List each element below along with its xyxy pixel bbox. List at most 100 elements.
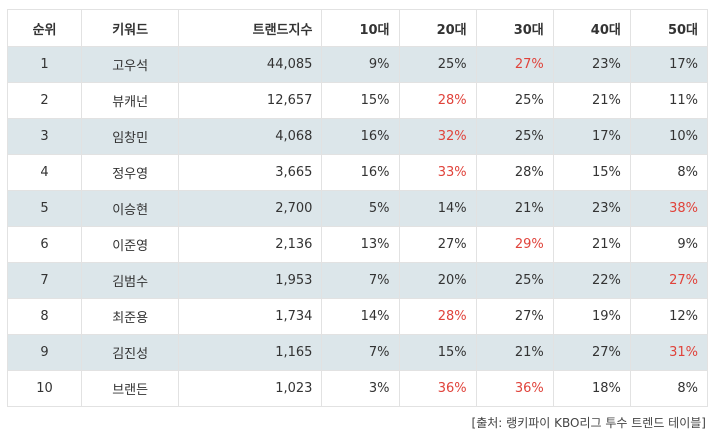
cell-rank: 10: [6, 370, 83, 407]
cell-age-10s: 3%: [321, 370, 400, 407]
cell-rank: 7: [6, 262, 83, 299]
cell-age-40s: 18%: [552, 370, 631, 407]
cell-keyword: 최준용: [81, 298, 180, 335]
cell-trend-index: 4,068: [178, 118, 323, 155]
cell-age-10s: 13%: [321, 226, 400, 263]
cell-keyword: 이준영: [81, 226, 180, 263]
cell-keyword: 뷰캐넌: [81, 82, 180, 119]
cell-age-50s: 12%: [629, 298, 709, 335]
cell-age-20s: 27%: [398, 226, 477, 263]
cell-age-40s: 23%: [552, 190, 631, 227]
cell-trend-index: 44,085: [178, 46, 323, 83]
header-age-30s: 30대: [475, 9, 554, 47]
cell-trend-index: 3,665: [178, 154, 323, 191]
cell-age-10s: 9%: [321, 46, 400, 83]
cell-rank: 8: [6, 298, 83, 335]
cell-age-30s: 25%: [475, 262, 554, 299]
cell-age-50s: 17%: [629, 46, 709, 83]
cell-trend-index: 2,700: [178, 190, 323, 227]
table-row: 6 이준영 2,136 13% 27% 29% 21% 9%: [6, 226, 709, 263]
cell-age-20s: 20%: [398, 262, 477, 299]
cell-rank: 4: [6, 154, 83, 191]
cell-age-30s: 25%: [475, 82, 554, 119]
table-row: 5 이승현 2,700 5% 14% 21% 23% 38%: [6, 190, 709, 227]
cell-keyword: 김진성: [81, 334, 180, 371]
cell-age-50s: 10%: [629, 118, 709, 155]
cell-age-50s: 27%: [629, 262, 709, 299]
cell-age-20s: 15%: [398, 334, 477, 371]
table-row: 9 김진성 1,165 7% 15% 21% 27% 31%: [6, 334, 709, 371]
cell-age-40s: 17%: [552, 118, 631, 155]
cell-age-50s: 8%: [629, 370, 709, 407]
cell-trend-index: 1,165: [178, 334, 323, 371]
cell-age-50s: 9%: [629, 226, 709, 263]
table-row: 1 고우석 44,085 9% 25% 27% 23% 17%: [6, 46, 709, 83]
cell-rank: 3: [6, 118, 83, 155]
cell-age-40s: 21%: [552, 82, 631, 119]
table-body: 1 고우석 44,085 9% 25% 27% 23% 17% 2 뷰캐넌 12,657 15% 28%…: [6, 46, 709, 407]
table-row: 10 브랜든 1,023 3% 36% 36% 18% 8%: [6, 370, 709, 407]
cell-trend-index: 12,657: [178, 82, 323, 119]
cell-age-50s: 31%: [629, 334, 709, 371]
header-trend-index: 트랜드지수: [178, 9, 323, 47]
cell-age-20s: 32%: [398, 118, 477, 155]
cell-age-50s: 8%: [629, 154, 709, 191]
cell-age-10s: 14%: [321, 298, 400, 335]
cell-rank: 6: [6, 226, 83, 263]
cell-age-30s: 28%: [475, 154, 554, 191]
table-header-row: 순위 키워드 트랜드지수 10대 20대 30대 40대 50대: [6, 9, 709, 47]
cell-rank: 5: [6, 190, 83, 227]
cell-keyword: 브랜든: [81, 370, 180, 407]
header-age-20s: 20대: [398, 9, 477, 47]
cell-rank: 1: [6, 46, 83, 83]
cell-age-30s: 21%: [475, 334, 554, 371]
header-age-40s: 40대: [552, 9, 631, 47]
cell-age-10s: 16%: [321, 118, 400, 155]
table-row: 7 김범수 1,953 7% 20% 25% 22% 27%: [6, 262, 709, 299]
cell-age-10s: 7%: [321, 262, 400, 299]
cell-age-40s: 27%: [552, 334, 631, 371]
header-age-50s: 50대: [629, 9, 709, 47]
cell-age-20s: 14%: [398, 190, 477, 227]
cell-age-10s: 16%: [321, 154, 400, 191]
cell-age-20s: 28%: [398, 82, 477, 119]
cell-age-40s: 19%: [552, 298, 631, 335]
cell-age-20s: 36%: [398, 370, 477, 407]
cell-age-30s: 36%: [475, 370, 554, 407]
cell-trend-index: 1,953: [178, 262, 323, 299]
table-row: 4 정우영 3,665 16% 33% 28% 15% 8%: [6, 154, 709, 191]
cell-trend-index: 1,023: [178, 370, 323, 407]
header-age-10s: 10대: [321, 9, 400, 47]
cell-age-30s: 29%: [475, 226, 554, 263]
cell-age-30s: 21%: [475, 190, 554, 227]
cell-age-40s: 22%: [552, 262, 631, 299]
cell-age-30s: 25%: [475, 118, 554, 155]
cell-age-50s: 38%: [629, 190, 709, 227]
table-row: 8 최준용 1,734 14% 28% 27% 19% 12%: [6, 298, 709, 335]
cell-keyword: 이승현: [81, 190, 180, 227]
cell-age-20s: 25%: [398, 46, 477, 83]
cell-age-10s: 7%: [321, 334, 400, 371]
cell-age-10s: 15%: [321, 82, 400, 119]
table-row: 3 임창민 4,068 16% 32% 25% 17% 10%: [6, 118, 709, 155]
trend-table: 순위 키워드 트랜드지수 10대 20대 30대 40대 50대 1 고우석 44,…: [6, 9, 709, 407]
cell-age-20s: 28%: [398, 298, 477, 335]
cell-rank: 9: [6, 334, 83, 371]
cell-keyword: 고우석: [81, 46, 180, 83]
table-row: 2 뷰캐넌 12,657 15% 28% 25% 21% 11%: [6, 82, 709, 119]
cell-trend-index: 2,136: [178, 226, 323, 263]
cell-age-40s: 23%: [552, 46, 631, 83]
cell-age-40s: 21%: [552, 226, 631, 263]
source-caption: [출처: 랭키파이 KBO리그 투수 트렌드 테이블]: [471, 416, 706, 430]
cell-age-40s: 15%: [552, 154, 631, 191]
cell-age-20s: 33%: [398, 154, 477, 191]
header-keyword: 키워드: [81, 9, 180, 47]
cell-age-30s: 27%: [475, 298, 554, 335]
cell-age-10s: 5%: [321, 190, 400, 227]
cell-age-50s: 11%: [629, 82, 709, 119]
cell-keyword: 정우영: [81, 154, 180, 191]
cell-keyword: 김범수: [81, 262, 180, 299]
cell-age-30s: 27%: [475, 46, 554, 83]
header-rank: 순위: [6, 9, 83, 47]
cell-rank: 2: [6, 82, 83, 119]
